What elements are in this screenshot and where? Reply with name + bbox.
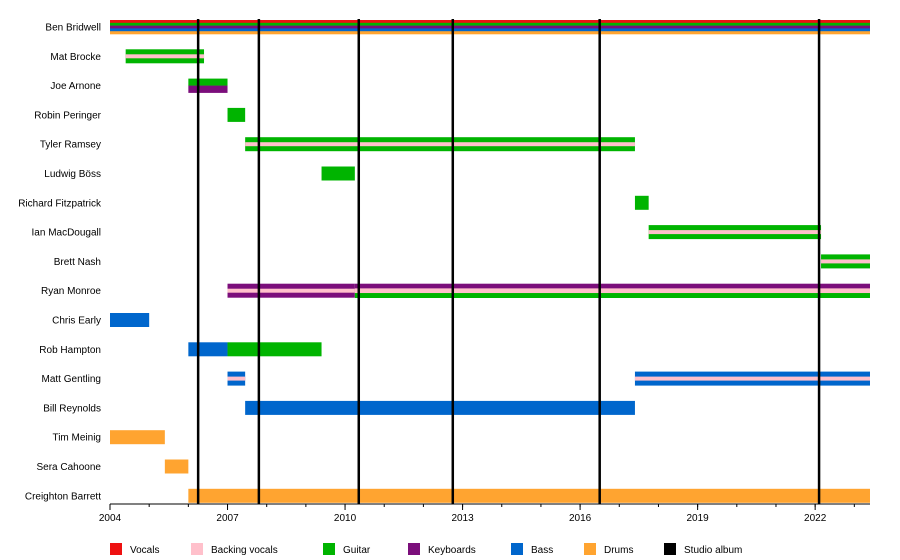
bar-ian-macdougall-1 <box>648 225 822 240</box>
bar-sera-cahoone-1 <box>164 459 189 474</box>
legend-item-guitar: Guitar <box>323 543 371 556</box>
bar-ben-bridwell-1-guitar <box>110 22 870 26</box>
legend-label-drums: Drums <box>604 545 633 556</box>
legend-swatch-studio-album <box>664 543 676 555</box>
member-label-ben-bridwell: Ben Bridwell <box>45 23 101 34</box>
bar-richard-fitzpatrick-1 <box>634 195 649 210</box>
bar-brett-nash-1-backing-vocals <box>821 259 870 264</box>
legend-label-vocals: Vocals <box>130 545 159 556</box>
bar-ben-bridwell-1-bass <box>110 28 870 32</box>
bar-creighton-barrett-1-drums <box>188 488 870 503</box>
bar-rob-hampton-2-guitar <box>227 342 322 357</box>
legend-item-vocals: Vocals <box>110 543 159 556</box>
member-label-joe-arnone: Joe Arnone <box>50 81 101 92</box>
bar-matt-gentling-2 <box>634 371 870 386</box>
x-tick-label-2007: 2007 <box>216 513 239 524</box>
member-labels: Ben Bridwell Mat Brocke Joe Arnone Robin Pe… <box>18 23 102 503</box>
bar-joe-arnone-1 <box>188 78 228 93</box>
bar-bill-reynolds-1-bass <box>245 400 635 415</box>
bar-matt-gentling-2-backing-vocals <box>634 376 870 381</box>
legend-swatch-backing-vocals <box>191 543 203 555</box>
bar-ryan-monroe-2-guitar <box>354 293 871 298</box>
bar-ben-bridwell-1-keyboards <box>110 25 870 29</box>
x-tick-label-2022: 2022 <box>804 513 827 524</box>
legend-swatch-vocals <box>110 543 122 555</box>
member-label-sera-cahoone: Sera Cahoone <box>37 462 102 473</box>
bar-matt-gentling-1-backing-vocals <box>227 376 246 381</box>
legend-item-drums: Drums <box>584 543 633 556</box>
member-label-mat-brocke: Mat Brocke <box>50 52 101 63</box>
bar-ben-bridwell-1-vocals <box>110 20 870 24</box>
member-label-richard-fitzpatrick: Richard Fitzpatrick <box>18 198 102 209</box>
bar-ryan-monroe-1 <box>227 283 355 298</box>
bar-joe-arnone-1-keyboards <box>188 85 228 93</box>
legend-label-bass: Bass <box>531 545 553 556</box>
member-label-rob-hampton: Rob Hampton <box>39 345 101 356</box>
legend-item-backing-vocals: Backing vocals <box>191 543 278 556</box>
bar-sera-cahoone-1-drums <box>164 459 189 474</box>
bar-ludwig-boss-1 <box>321 166 355 181</box>
legend: Vocals Backing vocals Guitar Keyboards Bass D… <box>110 543 742 556</box>
bar-creighton-barrett-1 <box>188 488 870 503</box>
bar-mat-brocke-1-backing-vocals <box>125 54 205 59</box>
bar-tyler-ramsey-1-backing-vocals <box>245 142 635 147</box>
bar-tim-meinig-1-drums <box>110 430 165 445</box>
x-tick-label-2010: 2010 <box>334 513 357 524</box>
bar-richard-fitzpatrick-1-guitar <box>634 195 649 210</box>
member-label-brett-nash: Brett Nash <box>54 257 101 268</box>
bar-ryan-monroe-2 <box>354 283 871 298</box>
legend-swatch-keyboards <box>408 543 420 555</box>
legend-item-studio-album: Studio album <box>664 543 742 556</box>
bar-robin-peringer-1 <box>227 107 246 122</box>
bar-joe-arnone-1-guitar <box>188 78 228 86</box>
legend-item-bass: Bass <box>511 543 553 556</box>
member-label-ludwig-boss: Ludwig Böss <box>44 169 101 180</box>
legend-label-studio-album: Studio album <box>684 545 742 556</box>
x-tick-label-2013: 2013 <box>451 513 474 524</box>
legend-swatch-drums <box>584 543 596 555</box>
bar-rob-hampton-1-bass <box>188 342 228 357</box>
bar-ben-bridwell-1 <box>110 20 870 35</box>
member-label-ryan-monroe: Ryan Monroe <box>41 286 101 297</box>
bar-ryan-monroe-1-backing-vocals <box>227 288 355 293</box>
member-label-creighton-barrett: Creighton Barrett <box>25 491 101 502</box>
member-label-tyler-ramsey: Tyler Ramsey <box>40 140 101 151</box>
bar-rob-hampton-1 <box>188 342 228 357</box>
x-axis: 2004 2007 2010 2013 2016 2019 2022 <box>99 503 870 524</box>
bar-bill-reynolds-1 <box>245 400 635 415</box>
bar-ben-bridwell-1-drums <box>110 31 870 35</box>
bar-rob-hampton-2 <box>227 342 322 357</box>
member-label-bill-reynolds: Bill Reynolds <box>43 403 101 414</box>
member-bars <box>110 20 871 503</box>
legend-label-backing-vocals: Backing vocals <box>211 545 278 556</box>
bar-matt-gentling-1 <box>227 371 246 386</box>
bar-tim-meinig-1 <box>110 430 165 445</box>
bar-ryan-monroe-2-backing-vocals <box>354 288 871 294</box>
member-label-ian-macdougall: Ian MacDougall <box>32 228 101 239</box>
legend-item-keyboards: Keyboards <box>408 543 476 556</box>
bar-ryan-monroe-2-keyboards <box>354 283 871 289</box>
bar-robin-peringer-1-guitar <box>227 107 246 122</box>
x-tick-label-2016: 2016 <box>569 513 592 524</box>
x-tick-label-2019: 2019 <box>687 513 710 524</box>
bar-ian-macdougall-1-backing-vocals <box>648 230 822 235</box>
legend-swatch-bass <box>511 543 523 555</box>
legend-label-guitar: Guitar <box>343 545 371 556</box>
bar-mat-brocke-1 <box>125 49 205 64</box>
legend-label-keyboards: Keyboards <box>428 545 476 556</box>
album-lines <box>196 19 821 504</box>
member-label-robin-peringer: Robin Peringer <box>34 110 101 121</box>
member-label-chris-early: Chris Early <box>52 316 101 327</box>
x-tick-label-2004: 2004 <box>99 513 122 524</box>
member-label-tim-meinig: Tim Meinig <box>52 433 101 444</box>
member-label-matt-gentling: Matt Gentling <box>42 374 101 385</box>
legend-swatch-guitar <box>323 543 335 555</box>
bar-ludwig-boss-1-guitar <box>321 166 355 181</box>
bar-chris-early-1 <box>110 313 150 327</box>
bar-chris-early-1-bass <box>110 313 150 327</box>
bar-brett-nash-1 <box>821 254 870 269</box>
bar-tyler-ramsey-1 <box>245 137 635 152</box>
